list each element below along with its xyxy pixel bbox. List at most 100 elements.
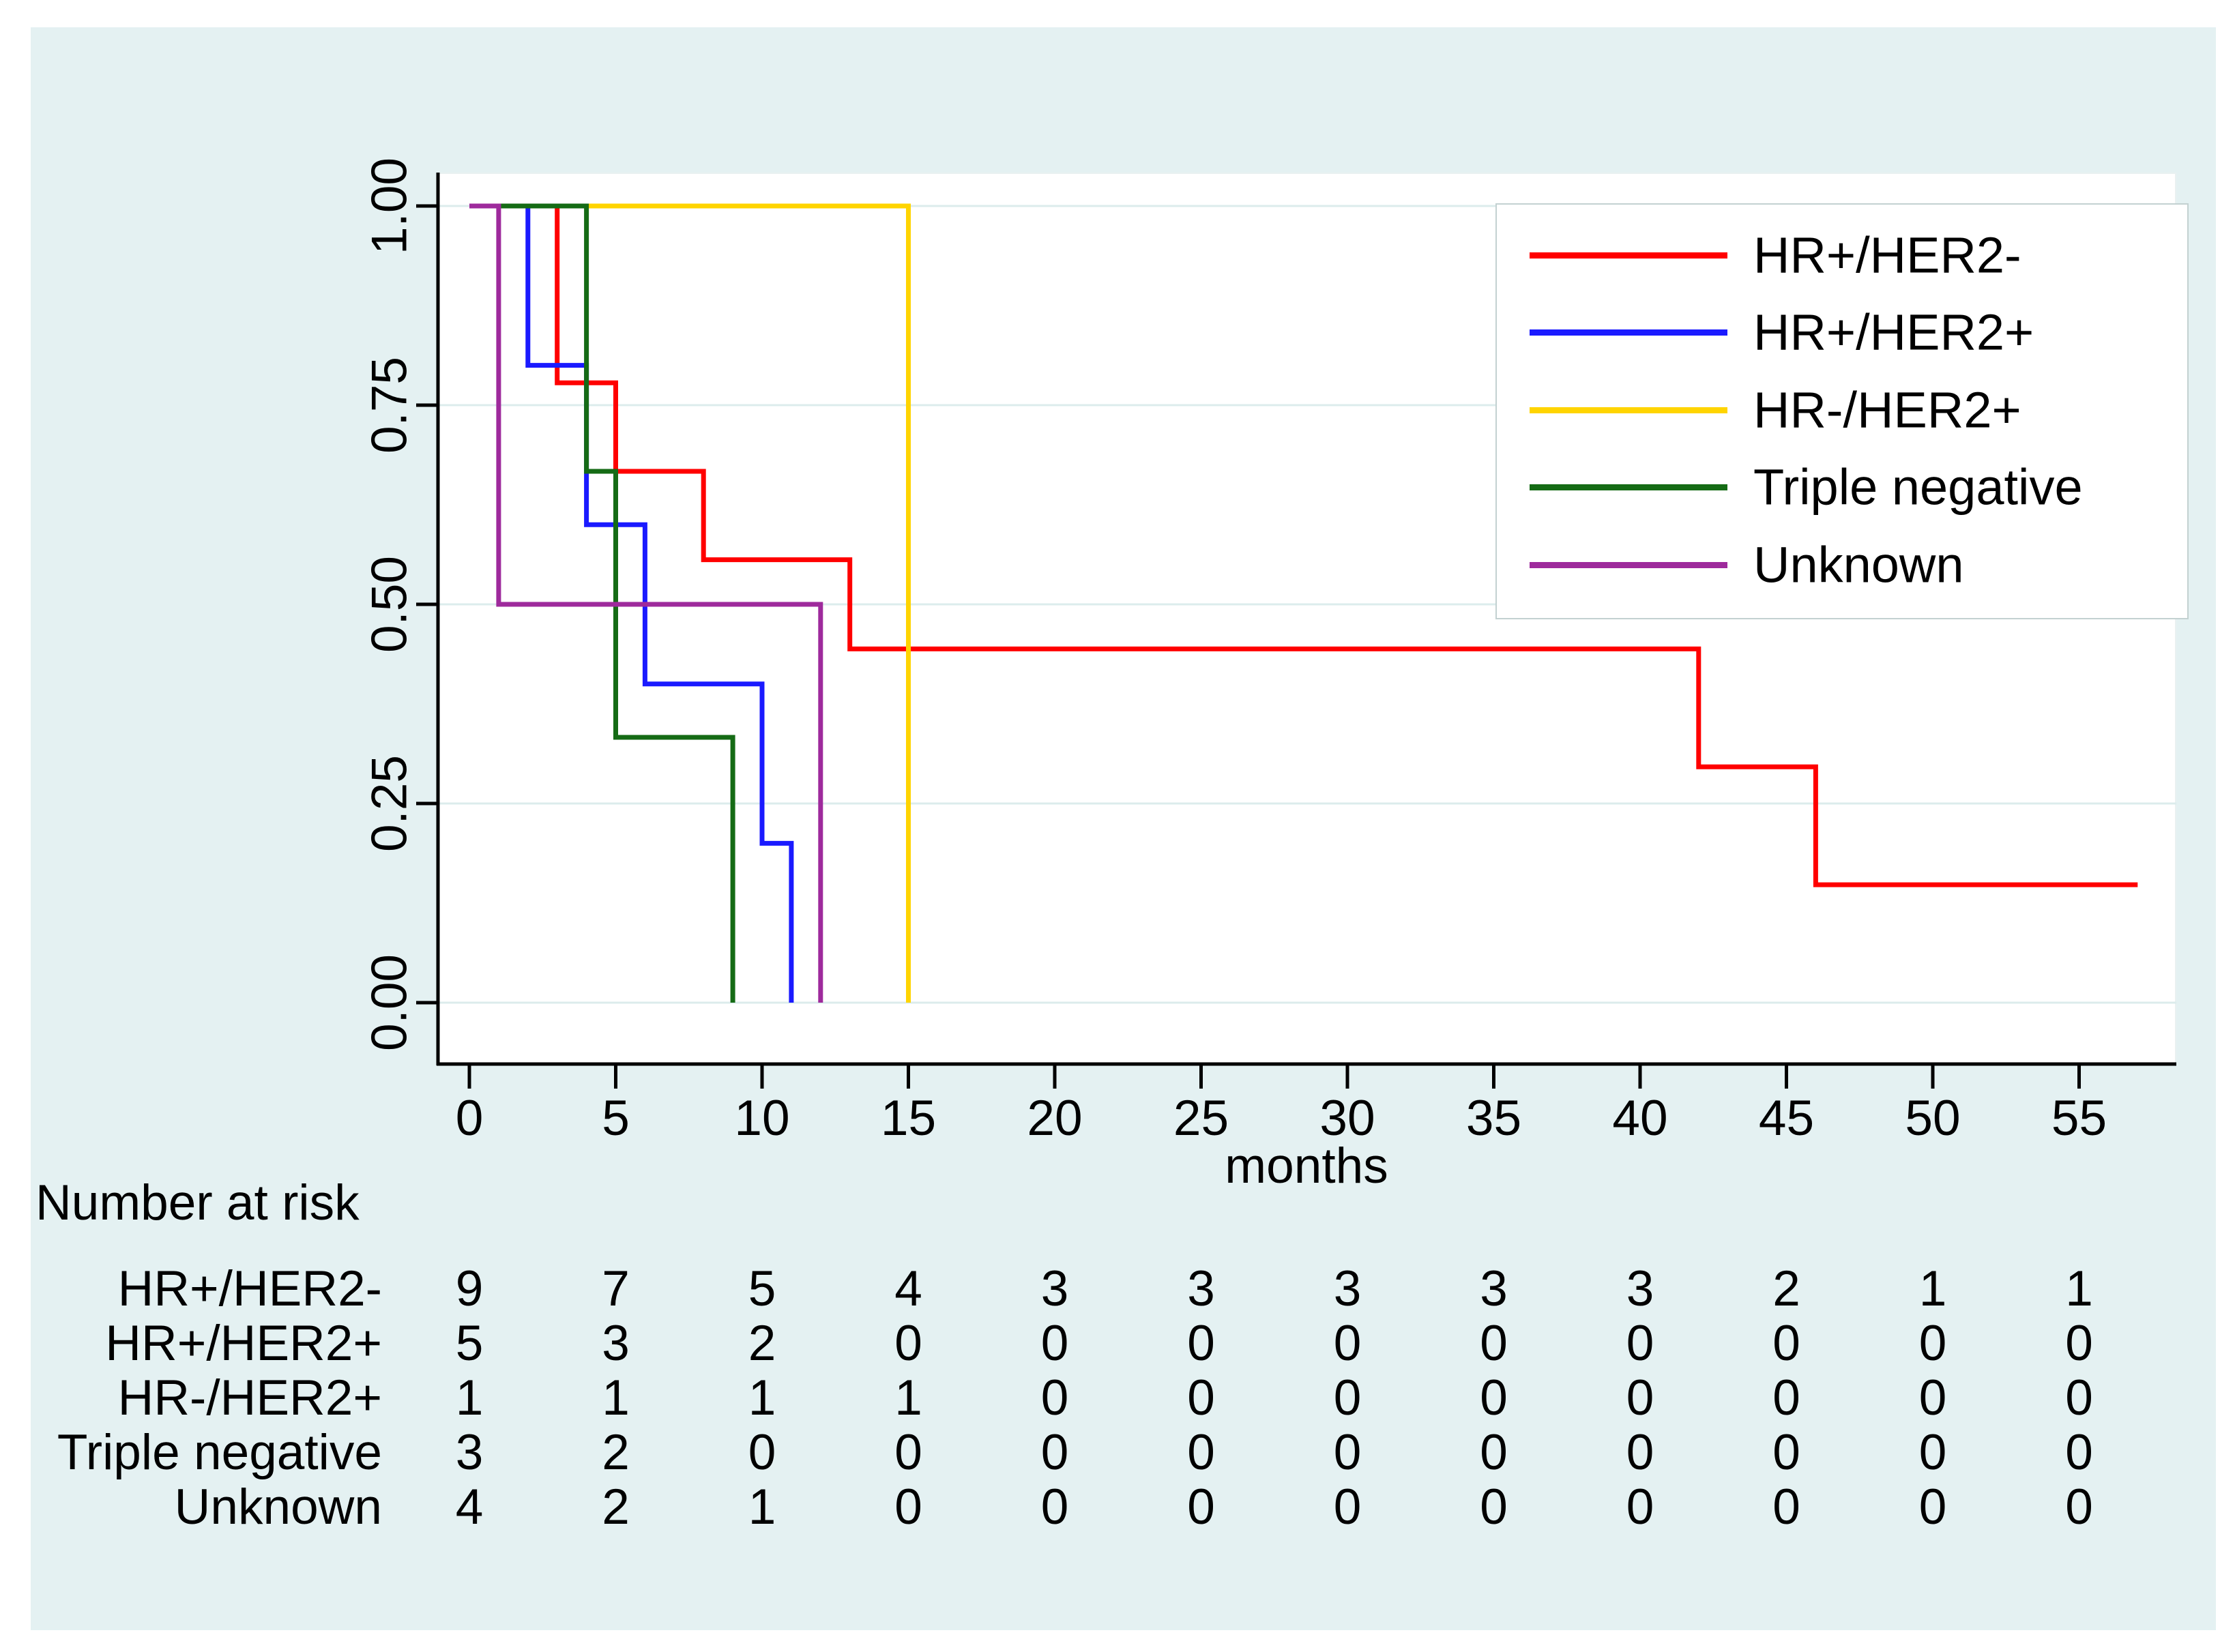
x-tick-label: 25 — [1173, 1091, 1229, 1146]
x-tick-label: 40 — [1612, 1091, 1668, 1146]
risk-count: 0 — [1626, 1425, 1654, 1480]
risk-count: 0 — [1918, 1370, 1947, 1426]
curve-hrplus-her2minus — [469, 203, 2138, 887]
risk-count: 7 — [602, 1261, 630, 1316]
risk-count: 1 — [2065, 1261, 2093, 1316]
risk-count: 0 — [2065, 1316, 2093, 1371]
risk-count: 0 — [1187, 1370, 1215, 1426]
x-tick-label: 55 — [2051, 1091, 2107, 1146]
x-tick-label: 30 — [1319, 1091, 1375, 1146]
risk-count: 3 — [602, 1316, 630, 1371]
curve-triple-negative — [469, 203, 735, 1003]
risk-count: 0 — [1333, 1479, 1362, 1535]
legend-swatch-hrplus-her2plus — [1530, 329, 1727, 336]
risk-count: 0 — [1918, 1479, 1947, 1535]
risk-count: 3 — [455, 1425, 484, 1480]
risk-row-label-triple-negative: Triple negative — [57, 1425, 382, 1480]
risk-count: 0 — [1333, 1316, 1362, 1371]
risk-count: 2 — [1772, 1261, 1800, 1316]
risk-count: 5 — [748, 1261, 776, 1316]
curve-hrplus-her2plus — [469, 203, 794, 1003]
risk-count: 0 — [2065, 1479, 2093, 1535]
x-tick-label: 45 — [1758, 1091, 1815, 1146]
risk-count: 0 — [1772, 1479, 1800, 1535]
risk-count: 0 — [894, 1425, 922, 1480]
legend-swatch-unknown — [1530, 562, 1727, 568]
risk-count: 0 — [1333, 1370, 1362, 1426]
x-tick-label: 35 — [1465, 1091, 1522, 1146]
risk-count: 9 — [455, 1261, 484, 1316]
risk-count: 0 — [1040, 1370, 1069, 1426]
legend-swatch-hrminus-her2plus — [1530, 407, 1727, 413]
x-tick-label: 15 — [880, 1091, 937, 1146]
risk-count: 0 — [1772, 1370, 1800, 1426]
risk-count: 0 — [2065, 1425, 2093, 1480]
risk-count: 0 — [1480, 1370, 1508, 1426]
risk-count: 0 — [894, 1479, 922, 1535]
risk-count: 4 — [894, 1261, 922, 1316]
x-tick-label: 10 — [734, 1091, 790, 1146]
y-tick-label: 0.25 — [362, 754, 418, 853]
legend-swatch-triple-negative — [1530, 484, 1727, 490]
risk-count: 0 — [1040, 1479, 1069, 1535]
risk-count: 0 — [1480, 1316, 1508, 1371]
legend-label-unknown: Unknown — [1753, 536, 1964, 593]
risk-count: 3 — [1333, 1261, 1362, 1316]
risk-count: 3 — [1040, 1261, 1069, 1316]
y-tick-label: 0.50 — [362, 555, 418, 653]
risk-count: 0 — [1333, 1425, 1362, 1480]
risk-count: 0 — [1626, 1316, 1654, 1371]
risk-table-title: Number at risk — [35, 1175, 360, 1230]
risk-count: 0 — [1918, 1316, 1947, 1371]
x-tick-label: 0 — [455, 1091, 484, 1146]
risk-count: 0 — [1626, 1479, 1654, 1535]
risk-count: 0 — [1040, 1425, 1069, 1480]
risk-count: 1 — [602, 1370, 630, 1426]
curve-hrminus-her2plus — [469, 203, 911, 1003]
y-tick-label: 1.00 — [362, 157, 418, 255]
risk-count: 0 — [894, 1316, 922, 1371]
risk-count: 1 — [894, 1370, 922, 1426]
risk-row-label-hrplus-her2minus: HR+/HER2- — [117, 1261, 382, 1316]
legend-box: HR+/HER2- HR+/HER2+ HR-/HER2+ Triple negati… — [1495, 203, 2189, 619]
legend-label-triple-negative: Triple negative — [1753, 458, 2083, 516]
risk-count: 2 — [602, 1425, 630, 1480]
risk-row-label-unknown: Unknown — [174, 1479, 382, 1535]
legend-swatch-hrplus-her2minus — [1530, 252, 1727, 259]
risk-count: 0 — [1480, 1479, 1508, 1535]
risk-count: 5 — [455, 1316, 484, 1371]
risk-count: 0 — [1626, 1370, 1654, 1426]
risk-count: 2 — [602, 1479, 630, 1535]
y-tick-label: 0.00 — [362, 954, 418, 1052]
x-tick-label: 20 — [1027, 1091, 1083, 1146]
risk-count: 1 — [455, 1370, 484, 1426]
curve-unknown — [469, 203, 823, 1003]
risk-count: 1 — [748, 1370, 776, 1426]
risk-count: 0 — [1772, 1425, 1800, 1480]
legend-label-hrplus-her2plus: HR+/HER2+ — [1753, 304, 2034, 361]
risk-count: 4 — [455, 1479, 484, 1535]
x-tick-label: 5 — [602, 1091, 630, 1146]
risk-count: 1 — [1918, 1261, 1947, 1316]
risk-count: 0 — [2065, 1370, 2093, 1426]
risk-count: 3 — [1187, 1261, 1215, 1316]
risk-count: 1 — [748, 1479, 776, 1535]
y-tick-label: 0.75 — [362, 356, 418, 454]
risk-count: 0 — [1187, 1425, 1215, 1480]
x-tick-label: 50 — [1905, 1091, 1961, 1146]
legend-label-hrminus-her2plus: HR-/HER2+ — [1753, 381, 2021, 439]
risk-count: 3 — [1480, 1261, 1508, 1316]
risk-count: 0 — [1480, 1425, 1508, 1480]
risk-row-label-hrminus-her2plus: HR-/HER2+ — [117, 1370, 382, 1426]
risk-count: 0 — [1187, 1316, 1215, 1371]
risk-count: 0 — [1772, 1316, 1800, 1371]
risk-count: 0 — [1918, 1425, 1947, 1480]
legend-label-hrplus-her2minus: HR+/HER2- — [1753, 226, 2021, 284]
risk-count: 3 — [1626, 1261, 1654, 1316]
risk-count: 0 — [1187, 1479, 1215, 1535]
risk-row-label-hrplus-her2plus: HR+/HER2+ — [105, 1316, 382, 1371]
risk-count: 2 — [748, 1316, 776, 1371]
x-axis-title: months — [1225, 1138, 1388, 1194]
risk-count: 0 — [1040, 1316, 1069, 1371]
